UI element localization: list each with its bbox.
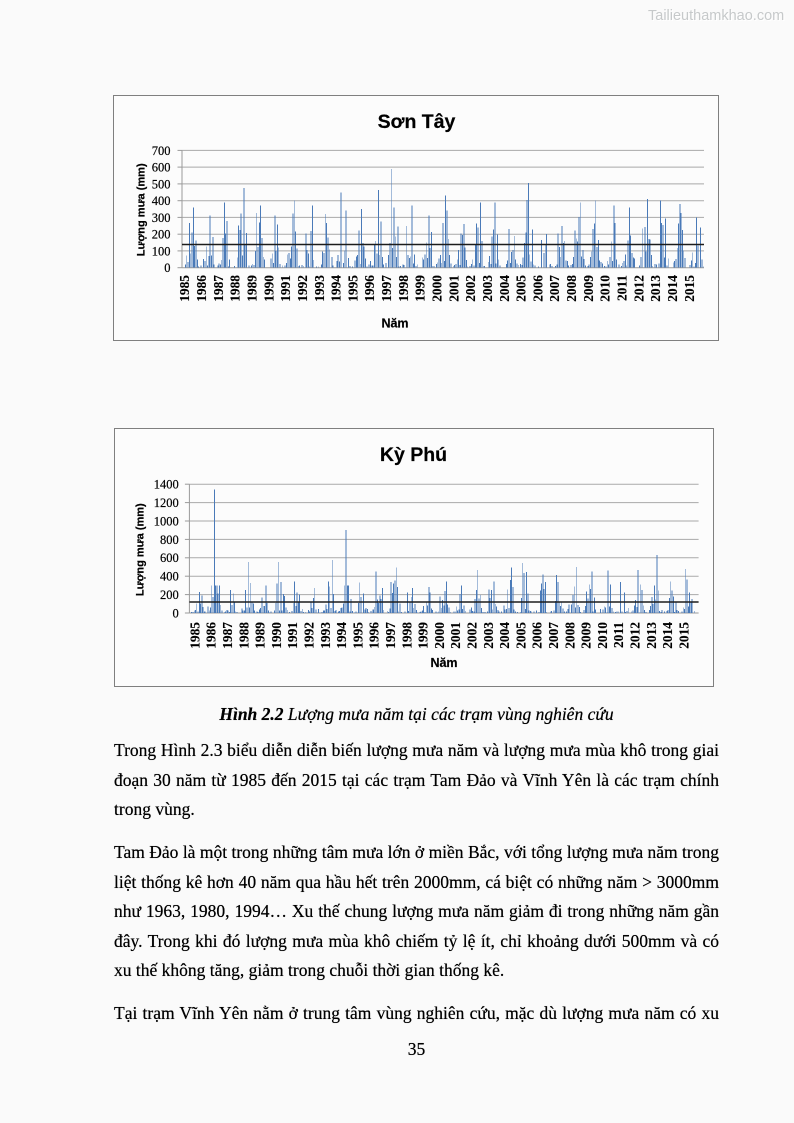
svg-text:1985: 1985 [187, 622, 202, 649]
svg-text:600: 600 [160, 551, 179, 565]
svg-text:2013: 2013 [648, 275, 663, 302]
svg-text:2013: 2013 [644, 622, 659, 649]
svg-text:800: 800 [160, 533, 179, 547]
svg-text:Sơn Tây: Sơn Tây [378, 111, 456, 133]
svg-text:2007: 2007 [546, 622, 561, 649]
svg-text:2008: 2008 [564, 275, 579, 302]
svg-text:2000: 2000 [432, 622, 447, 649]
svg-text:2009: 2009 [581, 275, 596, 302]
svg-text:2015: 2015 [682, 275, 697, 302]
svg-text:1994: 1994 [329, 275, 344, 302]
svg-text:2004: 2004 [497, 275, 512, 302]
svg-text:2000: 2000 [430, 275, 445, 302]
svg-text:2004: 2004 [497, 622, 512, 649]
svg-text:1990: 1990 [261, 275, 276, 302]
svg-text:1993: 1993 [312, 275, 327, 302]
svg-text:2003: 2003 [481, 622, 496, 649]
svg-text:1997: 1997 [383, 622, 398, 649]
svg-text:200: 200 [160, 588, 179, 602]
svg-text:1200: 1200 [154, 496, 179, 510]
svg-text:2011: 2011 [615, 275, 630, 301]
svg-text:2002: 2002 [465, 622, 480, 649]
svg-text:100: 100 [152, 244, 171, 258]
svg-text:400: 400 [160, 570, 179, 584]
svg-text:1996: 1996 [367, 622, 382, 649]
svg-text:1995: 1995 [350, 622, 365, 649]
svg-text:1986: 1986 [194, 275, 209, 302]
svg-text:400: 400 [152, 194, 171, 208]
svg-text:1988: 1988 [228, 275, 243, 302]
svg-text:2005: 2005 [513, 622, 528, 649]
svg-text:1400: 1400 [154, 478, 179, 492]
svg-text:1993: 1993 [318, 622, 333, 649]
svg-text:2010: 2010 [595, 622, 610, 649]
svg-text:2006: 2006 [530, 622, 545, 649]
svg-text:2011: 2011 [611, 622, 626, 648]
svg-text:300: 300 [152, 211, 171, 225]
svg-text:0: 0 [164, 261, 170, 275]
svg-text:1988: 1988 [236, 622, 251, 649]
svg-text:500: 500 [152, 177, 171, 191]
svg-text:2014: 2014 [660, 622, 675, 649]
svg-text:0: 0 [173, 606, 179, 620]
svg-text:Lượng mưa (mm): Lượng mưa (mm) [135, 163, 147, 256]
svg-text:2010: 2010 [598, 275, 613, 302]
svg-text:2015: 2015 [676, 622, 691, 649]
svg-text:1985: 1985 [177, 275, 192, 302]
svg-text:1000: 1000 [154, 514, 179, 528]
svg-text:1998: 1998 [396, 275, 411, 302]
svg-text:Kỳ Phú: Kỳ Phú [380, 444, 447, 466]
svg-text:2012: 2012 [631, 275, 646, 302]
svg-text:2008: 2008 [562, 622, 577, 649]
svg-text:1987: 1987 [211, 275, 226, 302]
svg-text:1998: 1998 [399, 622, 414, 649]
svg-text:2012: 2012 [628, 622, 643, 649]
svg-text:2007: 2007 [547, 275, 562, 302]
svg-text:2014: 2014 [665, 275, 680, 302]
svg-text:Lượng mưa (mm): Lượng mưa (mm) [134, 503, 146, 596]
svg-text:Năm: Năm [430, 656, 457, 670]
svg-text:2005: 2005 [514, 275, 529, 302]
svg-text:700: 700 [152, 144, 171, 158]
svg-text:1989: 1989 [244, 275, 259, 302]
svg-text:1994: 1994 [334, 622, 349, 649]
svg-text:600: 600 [152, 161, 171, 175]
svg-text:1999: 1999 [413, 275, 428, 302]
svg-text:2003: 2003 [480, 275, 495, 302]
svg-text:2009: 2009 [579, 622, 594, 649]
svg-text:1995: 1995 [345, 275, 360, 302]
svg-text:1991: 1991 [278, 275, 293, 302]
svg-text:1997: 1997 [379, 275, 394, 302]
svg-text:2001: 2001 [446, 275, 461, 302]
svg-text:1990: 1990 [269, 622, 284, 649]
svg-text:1987: 1987 [220, 622, 235, 649]
svg-text:1986: 1986 [204, 622, 219, 649]
svg-text:200: 200 [152, 228, 171, 242]
svg-text:1996: 1996 [362, 275, 377, 302]
svg-text:2001: 2001 [448, 622, 463, 649]
svg-text:1992: 1992 [295, 275, 310, 302]
svg-text:2006: 2006 [530, 275, 545, 302]
svg-text:2002: 2002 [463, 275, 478, 302]
svg-text:Năm: Năm [381, 317, 408, 331]
svg-text:1999: 1999 [416, 622, 431, 649]
svg-text:1991: 1991 [285, 622, 300, 649]
svg-text:1989: 1989 [253, 622, 268, 649]
svg-text:1992: 1992 [302, 622, 317, 649]
